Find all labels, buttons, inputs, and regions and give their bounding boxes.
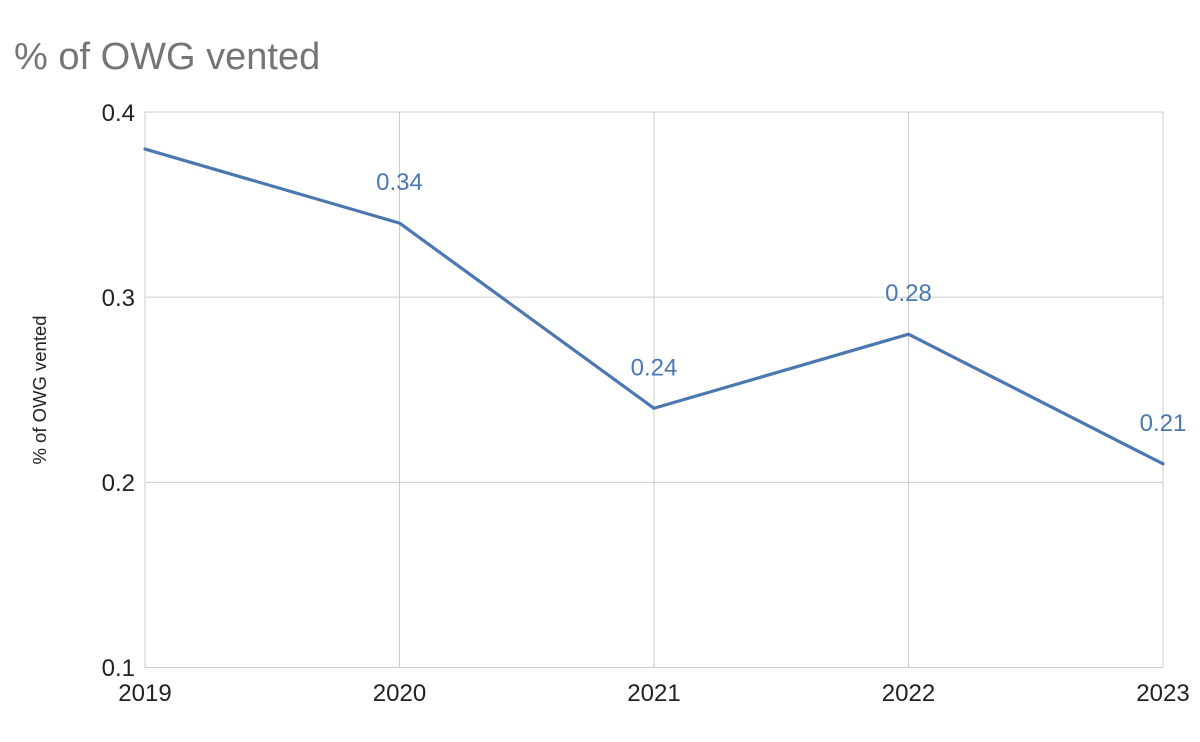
svg-text:0.4: 0.4 (102, 100, 135, 127)
svg-text:0.28: 0.28 (885, 280, 932, 307)
svg-text:0.24: 0.24 (631, 354, 678, 381)
svg-text:2020: 2020 (373, 680, 426, 707)
svg-text:2019: 2019 (118, 680, 171, 707)
svg-text:0.2: 0.2 (102, 470, 135, 497)
svg-text:2023: 2023 (1136, 680, 1189, 707)
svg-text:0.3: 0.3 (102, 285, 135, 312)
svg-text:0.34: 0.34 (376, 169, 423, 196)
svg-text:2022: 2022 (882, 680, 935, 707)
svg-text:2021: 2021 (627, 680, 680, 707)
svg-text:0.21: 0.21 (1140, 410, 1187, 437)
svg-text:0.1: 0.1 (102, 655, 135, 682)
